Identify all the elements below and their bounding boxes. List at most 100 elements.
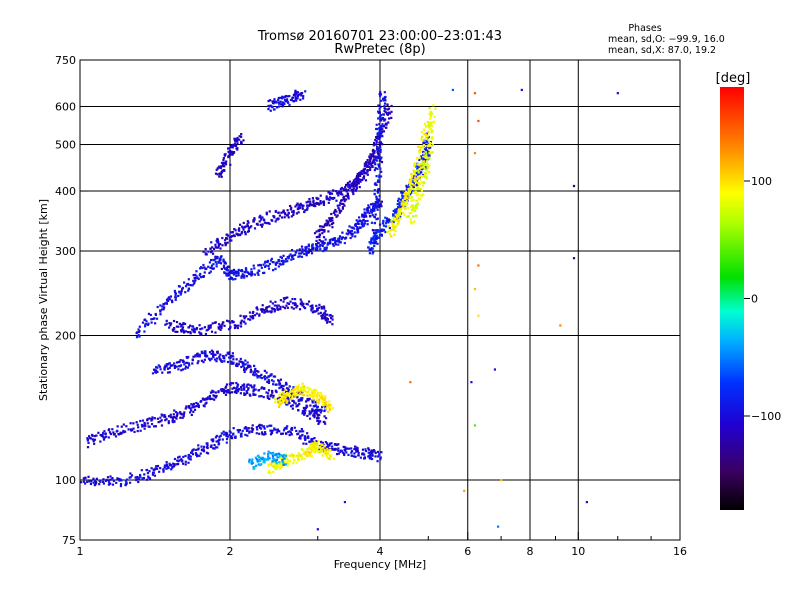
data-point xyxy=(404,207,407,210)
data-point xyxy=(184,367,187,370)
data-point xyxy=(256,222,259,226)
data-point xyxy=(404,196,407,199)
data-point xyxy=(196,353,199,356)
data-point xyxy=(209,270,212,273)
data-point xyxy=(416,169,419,172)
data-point xyxy=(347,188,350,191)
data-point xyxy=(357,172,361,176)
data-point xyxy=(235,381,238,385)
data-point xyxy=(120,425,123,428)
data-point xyxy=(222,266,226,269)
data-point xyxy=(211,246,214,249)
data-point xyxy=(179,412,182,415)
data-point xyxy=(328,198,331,201)
data-point xyxy=(208,351,212,354)
data-point xyxy=(299,202,302,205)
data-point xyxy=(349,231,352,234)
data-point xyxy=(262,433,266,436)
data-point xyxy=(270,452,273,455)
data-point xyxy=(165,464,168,468)
data-point xyxy=(305,201,308,204)
y-tick-label: 100 xyxy=(55,474,76,487)
data-point xyxy=(239,385,243,389)
data-point xyxy=(233,391,236,394)
data-point xyxy=(342,188,346,191)
data-point xyxy=(371,453,374,456)
data-point xyxy=(152,368,156,371)
data-point xyxy=(316,528,319,531)
data-point xyxy=(292,257,295,260)
data-point xyxy=(269,300,272,303)
data-point xyxy=(267,389,271,392)
data-point xyxy=(173,457,177,461)
data-point xyxy=(293,387,296,390)
data-point xyxy=(315,239,318,243)
data-point xyxy=(344,183,348,187)
data-point xyxy=(273,427,276,430)
data-point xyxy=(285,304,288,307)
data-point xyxy=(424,156,427,159)
data-point xyxy=(231,152,234,155)
data-point xyxy=(253,371,257,374)
data-point xyxy=(301,207,304,210)
data-point xyxy=(192,410,195,413)
data-point xyxy=(197,447,200,450)
data-point xyxy=(381,229,384,232)
data-point xyxy=(367,455,370,458)
data-point xyxy=(283,395,286,398)
data-point xyxy=(310,252,314,255)
data-point xyxy=(152,471,155,474)
data-point xyxy=(369,242,372,245)
data-point xyxy=(262,263,265,266)
data-point xyxy=(255,464,258,467)
data-point xyxy=(162,469,165,472)
data-point xyxy=(318,235,321,239)
data-point xyxy=(214,321,217,324)
data-point xyxy=(143,427,146,430)
data-point xyxy=(311,307,314,310)
data-point xyxy=(228,351,231,354)
data-point xyxy=(203,352,206,355)
data-point xyxy=(287,216,290,219)
data-point xyxy=(178,291,181,294)
data-point xyxy=(319,243,322,247)
data-point xyxy=(258,314,261,317)
data-point xyxy=(136,475,139,479)
data-point xyxy=(378,144,381,147)
data-point xyxy=(94,483,97,486)
data-point xyxy=(292,399,295,403)
data-point xyxy=(370,457,374,461)
data-point xyxy=(422,142,425,145)
data-point xyxy=(278,401,281,404)
data-point xyxy=(283,399,287,402)
data-point xyxy=(335,190,338,193)
data-point xyxy=(355,450,358,453)
data-point xyxy=(354,177,357,181)
data-point xyxy=(420,166,423,169)
data-point xyxy=(380,233,383,236)
data-point xyxy=(260,431,264,434)
data-point xyxy=(376,460,379,463)
data-point xyxy=(409,381,412,384)
data-point xyxy=(325,248,328,251)
data-point xyxy=(398,211,401,215)
data-point xyxy=(284,258,288,261)
data-point xyxy=(168,362,171,365)
data-point xyxy=(128,481,132,484)
data-point xyxy=(282,429,286,432)
data-point xyxy=(365,161,368,164)
data-point xyxy=(273,304,276,307)
data-point xyxy=(181,328,184,331)
data-point xyxy=(282,393,285,396)
data-point xyxy=(151,473,154,476)
data-point xyxy=(181,460,184,463)
data-point xyxy=(405,192,408,195)
data-point xyxy=(400,191,403,194)
data-point xyxy=(413,206,416,209)
data-point xyxy=(310,203,313,207)
data-point xyxy=(331,242,335,246)
data-point xyxy=(243,274,246,277)
data-point xyxy=(287,430,290,434)
data-point xyxy=(266,310,269,313)
data-point xyxy=(288,103,291,107)
